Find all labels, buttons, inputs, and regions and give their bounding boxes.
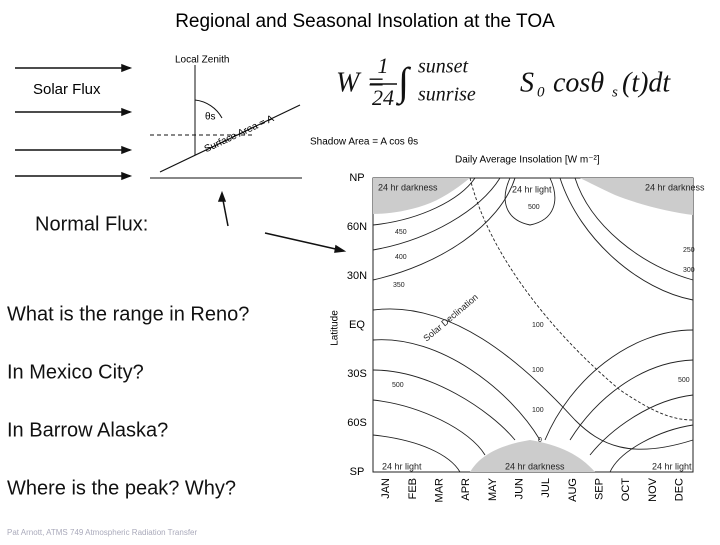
x-tick-label: MAY bbox=[487, 477, 499, 501]
contour-label: 350 bbox=[393, 282, 405, 289]
flux-diagram bbox=[15, 63, 347, 253]
contour-label: 100 bbox=[532, 322, 544, 329]
equation-part: 1 bbox=[378, 53, 389, 78]
x-tick-label: NOV bbox=[647, 477, 659, 502]
contour-label: 500 bbox=[678, 377, 690, 384]
question: Where is the peak? Why? bbox=[7, 477, 236, 499]
x-tick-label: OCT bbox=[620, 478, 632, 502]
equation-part: 0 bbox=[537, 84, 545, 100]
diagram-label: Solar Flux bbox=[33, 81, 101, 98]
annotation: 24 hr light bbox=[382, 461, 422, 471]
x-tick-label: MAR bbox=[434, 478, 446, 503]
annotation: 24 hr darkness bbox=[378, 182, 438, 192]
question: Normal Flux: bbox=[35, 213, 148, 235]
annotation: 24 hr darkness bbox=[505, 461, 565, 471]
x-tick-label: AUG bbox=[567, 478, 579, 502]
figure-title: Daily Average Insolation [W m⁻²] bbox=[455, 155, 600, 166]
equation-part: S bbox=[520, 67, 534, 98]
equation-part: ∫ bbox=[395, 59, 412, 106]
equation-part: sunrise bbox=[418, 84, 476, 106]
contour-label: 0 bbox=[538, 437, 542, 444]
annotation: 24 hr light bbox=[512, 184, 552, 194]
diagram-label: Local Zenith bbox=[175, 55, 229, 66]
contour-label: 300 bbox=[683, 267, 695, 274]
y-tick-label: NP bbox=[349, 172, 364, 184]
x-tick-label: FEB bbox=[407, 478, 419, 499]
diagram-label: Shadow Area = A cos θs bbox=[310, 137, 418, 148]
x-tick-label: APR bbox=[460, 478, 472, 501]
slide-title: Regional and Seasonal Insolation at the … bbox=[175, 11, 555, 32]
equation-part: sunset bbox=[418, 56, 468, 78]
x-tick-label: SEP bbox=[594, 478, 606, 500]
annotation: 24 hr darkness bbox=[645, 182, 705, 192]
contour-label: 100 bbox=[532, 367, 544, 374]
x-tick-label: JUL bbox=[540, 478, 552, 498]
x-tick-label: JUN bbox=[514, 478, 526, 499]
equation-part: W = bbox=[336, 67, 385, 98]
contour-label: 500 bbox=[528, 204, 540, 211]
equation-part: s bbox=[612, 84, 618, 100]
question: In Barrow Alaska? bbox=[7, 419, 168, 441]
contour-plot bbox=[372, 177, 694, 473]
diagram-label: θs bbox=[205, 112, 216, 123]
equation-part: (t)dt bbox=[622, 67, 671, 98]
contour-label: 400 bbox=[395, 254, 407, 261]
contour-label: 500 bbox=[392, 382, 404, 389]
footer: Pat Arnott, ATMS 749 Atmospheric Radiati… bbox=[7, 528, 198, 537]
y-tick-label: EQ bbox=[349, 319, 365, 331]
contour-label: 450 bbox=[395, 229, 407, 236]
equation-part: 24 bbox=[372, 85, 394, 110]
y-axis-label: Latitude bbox=[330, 310, 341, 346]
equation-part: cosθ bbox=[553, 67, 604, 98]
x-tick-label: DEC bbox=[674, 478, 686, 501]
annotation: 24 hr light bbox=[652, 461, 692, 471]
y-tick-label: 30S bbox=[347, 368, 367, 380]
equation: W = 1 24 ∫ sunset sunrise S 0 cosθ s (t)… bbox=[336, 53, 671, 110]
y-tick-label: SP bbox=[350, 466, 365, 478]
contour-label: 100 bbox=[532, 407, 544, 414]
contour-label: 250 bbox=[683, 247, 695, 254]
y-tick-label: 30N bbox=[347, 270, 367, 282]
question: In Mexico City? bbox=[7, 361, 144, 383]
y-tick-label: 60N bbox=[347, 221, 367, 233]
y-tick-label: 60S bbox=[347, 417, 367, 429]
question: What is the range in Reno? bbox=[7, 303, 249, 325]
x-tick-label: JAN bbox=[380, 478, 392, 499]
